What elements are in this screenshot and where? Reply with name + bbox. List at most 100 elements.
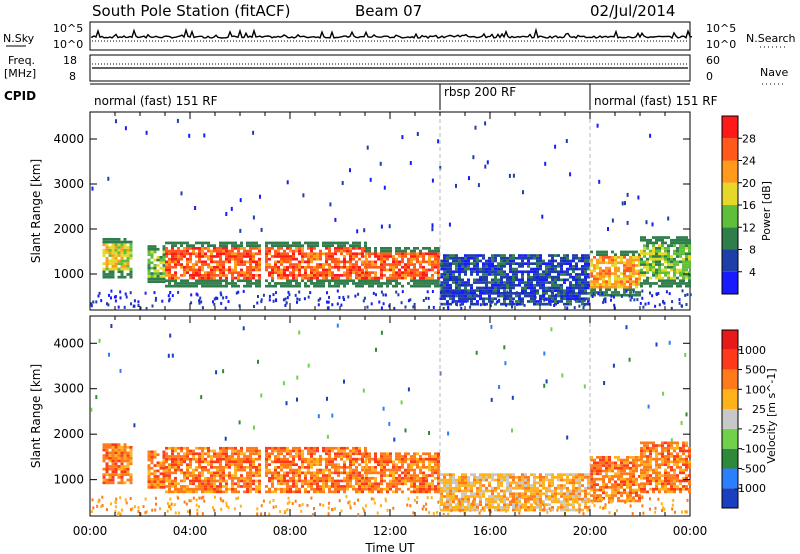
heatmap-cell bbox=[440, 289, 443, 292]
heatmap-cell bbox=[458, 478, 461, 482]
heatmap-cell bbox=[560, 295, 563, 299]
heatmap-cell bbox=[114, 465, 118, 468]
heatmap-cell bbox=[108, 454, 112, 457]
heatmap-cell bbox=[413, 452, 416, 456]
heatmap-cell bbox=[476, 481, 479, 485]
heatmap-cell bbox=[404, 452, 407, 456]
heatmap-cell bbox=[201, 268, 204, 272]
heatmap-cell bbox=[596, 488, 599, 492]
heatmap-cell bbox=[240, 449, 243, 453]
heatmap-cell bbox=[491, 278, 494, 282]
heatmap-cell bbox=[602, 272, 605, 275]
heatmap-cell bbox=[416, 463, 419, 466]
heatmap-cell bbox=[343, 274, 346, 277]
heatmap-cell bbox=[461, 489, 464, 493]
heatmap-cell bbox=[240, 446, 243, 450]
heatmap-cell bbox=[225, 485, 228, 488]
heatmap-cell bbox=[174, 252, 177, 256]
heatmap-cell bbox=[422, 247, 425, 250]
heatmap-cell bbox=[392, 482, 395, 486]
heatmap-cell bbox=[437, 265, 440, 269]
heatmap-cell bbox=[91, 186, 94, 191]
heatmap-cell bbox=[515, 503, 518, 506]
heatmap-cell bbox=[404, 274, 407, 277]
heatmap-cell bbox=[437, 487, 440, 491]
heatmap-cell bbox=[590, 464, 593, 467]
heatmap-cell bbox=[629, 272, 632, 275]
heatmap-cell bbox=[500, 302, 503, 306]
heatmap-cell bbox=[343, 463, 346, 466]
heatmap-cell bbox=[557, 283, 560, 287]
heatmap-cell bbox=[587, 497, 590, 501]
heatmap-cell bbox=[422, 457, 425, 461]
heatmap-cell bbox=[584, 275, 587, 279]
heatmap-cell bbox=[153, 269, 157, 273]
heatmap-cell bbox=[524, 292, 527, 295]
heatmap-cell bbox=[539, 297, 542, 301]
heatmap-cell bbox=[449, 481, 452, 485]
heatmap-cell bbox=[252, 446, 255, 450]
heatmap-cell bbox=[340, 471, 343, 475]
heatmap-cell bbox=[265, 284, 268, 288]
heatmap-cell bbox=[569, 473, 572, 476]
heatmap-cell bbox=[129, 451, 133, 455]
heatmap-cell bbox=[476, 262, 479, 265]
heatmap-cell bbox=[443, 278, 446, 282]
heatmap-cell bbox=[198, 466, 201, 469]
heatmap-cell bbox=[225, 482, 228, 486]
heatmap-cell bbox=[446, 292, 449, 295]
heatmap-cell bbox=[213, 479, 216, 483]
heatmap-cell bbox=[216, 249, 219, 253]
heatmap-cell bbox=[216, 468, 219, 472]
heatmap-cell bbox=[536, 302, 539, 306]
heatmap-cell bbox=[108, 446, 112, 449]
heatmap-cell bbox=[243, 274, 246, 277]
heatmap-cell bbox=[605, 269, 608, 273]
heatmap-cell bbox=[235, 291, 238, 295]
heatmap-cell bbox=[602, 300, 605, 304]
heatmap-cell bbox=[162, 274, 166, 278]
heatmap-cell bbox=[458, 289, 461, 292]
heatmap-cell bbox=[491, 492, 494, 496]
heatmap-cell bbox=[213, 274, 216, 277]
heatmap-cell bbox=[114, 299, 117, 303]
heatmap-cell bbox=[316, 282, 319, 285]
heatmap-cell bbox=[189, 257, 192, 261]
heatmap-cell bbox=[509, 486, 512, 490]
heatmap-cell bbox=[174, 274, 177, 277]
heatmap-cell bbox=[368, 247, 371, 250]
heatmap-cell bbox=[210, 257, 213, 261]
heatmap-cell bbox=[482, 478, 485, 482]
heatmap-cell bbox=[147, 258, 151, 262]
heatmap-cell bbox=[530, 486, 533, 490]
heatmap-cell bbox=[689, 293, 692, 297]
heatmap-cell bbox=[658, 238, 661, 242]
heatmap-cell bbox=[410, 249, 413, 253]
heatmap-cell bbox=[566, 273, 569, 276]
heatmap-cell bbox=[575, 473, 578, 476]
heatmap-cell bbox=[393, 306, 396, 310]
heatmap-cell bbox=[578, 289, 581, 292]
heatmap-cell bbox=[632, 250, 635, 254]
heatmap-cell bbox=[386, 452, 389, 456]
heatmap-cell bbox=[111, 243, 115, 247]
heatmap-cell bbox=[617, 256, 620, 259]
heatmap-cell bbox=[219, 268, 222, 272]
heatmap-cell bbox=[292, 257, 295, 261]
heatmap-cell bbox=[470, 254, 473, 257]
heatmap-cell bbox=[523, 303, 526, 307]
heatmap-cell bbox=[581, 484, 584, 487]
heatmap-cell bbox=[377, 487, 380, 491]
heatmap-cell bbox=[255, 471, 258, 475]
heatmap-cell bbox=[467, 256, 470, 260]
heatmap-cell bbox=[313, 244, 316, 247]
heatmap-cell bbox=[349, 476, 352, 480]
heatmap-cell bbox=[237, 449, 240, 453]
heatmap-cell bbox=[446, 270, 449, 274]
heatmap-cell bbox=[554, 489, 557, 493]
heatmap-cell bbox=[114, 451, 118, 455]
heatmap-cell bbox=[268, 241, 271, 245]
heatmap-cell bbox=[371, 482, 374, 486]
heatmap-cell bbox=[292, 249, 295, 253]
heatmap-cell bbox=[310, 479, 313, 483]
